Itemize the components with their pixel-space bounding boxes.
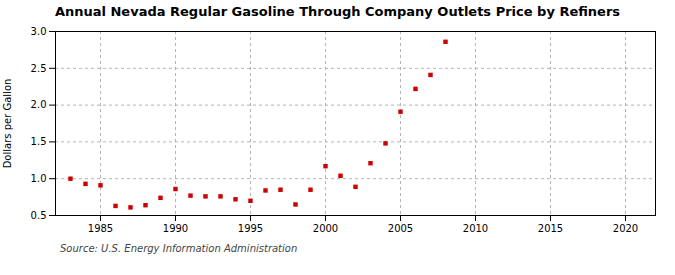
svg-text:1995: 1995 <box>238 223 263 234</box>
svg-text:3.0: 3.0 <box>31 26 47 37</box>
svg-text:2.5: 2.5 <box>31 63 47 74</box>
svg-text:0.5: 0.5 <box>31 210 47 221</box>
svg-text:2000: 2000 <box>313 223 338 234</box>
svg-text:1985: 1985 <box>88 223 113 234</box>
svg-text:2010: 2010 <box>463 223 488 234</box>
svg-text:2005: 2005 <box>388 223 413 234</box>
svg-text:1.5: 1.5 <box>31 136 47 147</box>
html-text:Source: U.S. Energy Informatio: Source: U.S. Energy Information Administ… <box>60 243 298 254</box>
svg-text:Dollars per Gallon: Dollars per Gallon <box>2 79 13 169</box>
svg-text:2.0: 2.0 <box>31 99 47 110</box>
svg-text:1990: 1990 <box>163 223 188 234</box>
svg-text:2015: 2015 <box>538 223 563 234</box>
svg-text:1.0: 1.0 <box>31 173 47 184</box>
svg-text:2020: 2020 <box>613 223 638 234</box>
html-text:Annual Nevada Regular Gasoline: Annual Nevada Regular Gasoline Through C… <box>54 4 621 19</box>
